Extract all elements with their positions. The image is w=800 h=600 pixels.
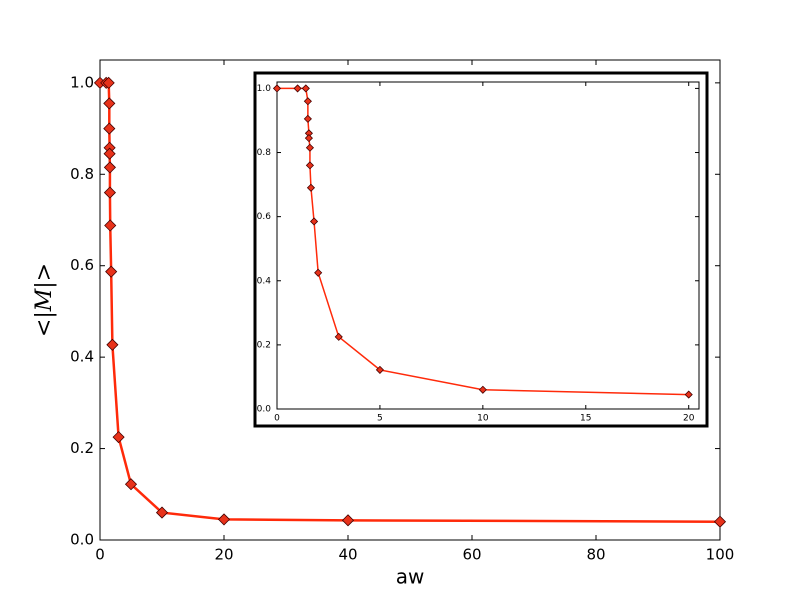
marker — [684, 390, 693, 399]
marker — [713, 515, 727, 528]
plot-area: 0 5 10 15 20 0.0 0.2 0.4 0.6 0.8 1.0 — [257, 81, 700, 424]
marker — [293, 84, 302, 93]
y-tick-label: 0.4 — [70, 348, 94, 366]
x-tick-label: 20 — [683, 414, 695, 424]
marker — [103, 147, 116, 160]
y-tick-label: 0.0 — [257, 405, 272, 415]
x-tick-label: 15 — [580, 414, 591, 424]
marker — [305, 161, 315, 170]
marker — [301, 84, 310, 93]
marker — [155, 506, 169, 519]
y-tick-label: 0.2 — [257, 340, 271, 350]
x-tick-label: 0 — [274, 414, 280, 424]
axes-frame — [276, 81, 700, 410]
series-line — [277, 87, 689, 396]
marker — [304, 134, 313, 143]
y-tick-label: 0.0 — [70, 531, 94, 549]
marker — [305, 143, 315, 152]
marker — [375, 365, 384, 374]
marker — [103, 186, 116, 199]
y-tick-label: 0.6 — [70, 256, 94, 274]
y-tick-label: 1.0 — [257, 84, 272, 94]
y-tick-label: 0.2 — [70, 439, 94, 457]
y-tick-label: 1.0 — [70, 73, 94, 91]
marker — [106, 338, 119, 351]
marker — [334, 332, 343, 341]
marker — [104, 219, 117, 232]
marker — [272, 84, 282, 93]
y-tick-label: 0.8 — [257, 148, 272, 158]
marker — [102, 76, 115, 89]
x-tick-label: 10 — [477, 414, 489, 424]
y-tick-label: 0.6 — [257, 212, 272, 222]
marker — [314, 268, 323, 277]
marker — [478, 385, 487, 394]
y-tick-label: 0.8 — [70, 165, 94, 183]
x-tick-label: 80 — [586, 546, 605, 564]
x-tick-label: 60 — [462, 546, 481, 564]
x-tick-label: 5 — [377, 414, 383, 424]
y-axis-label: <|M|> — [32, 263, 57, 337]
marker — [124, 478, 138, 491]
marker — [105, 265, 118, 278]
marker — [303, 97, 312, 106]
marker — [103, 161, 116, 174]
x-tick-label: 20 — [214, 546, 233, 564]
marker — [112, 431, 125, 444]
x-axis-label: aw — [396, 565, 425, 589]
inset-frame — [253, 71, 709, 428]
marker — [217, 513, 231, 526]
marker — [309, 217, 319, 226]
x-tick-label: 0 — [95, 546, 105, 564]
x-tick-label: 100 — [706, 546, 735, 564]
marker — [306, 183, 316, 192]
marker — [341, 514, 355, 527]
marker — [103, 122, 116, 135]
x-tick-label: 40 — [338, 546, 357, 564]
marker — [103, 97, 116, 110]
marker — [303, 114, 312, 123]
y-tick-label: 0.4 — [257, 276, 272, 286]
axes-frame — [99, 59, 721, 541]
